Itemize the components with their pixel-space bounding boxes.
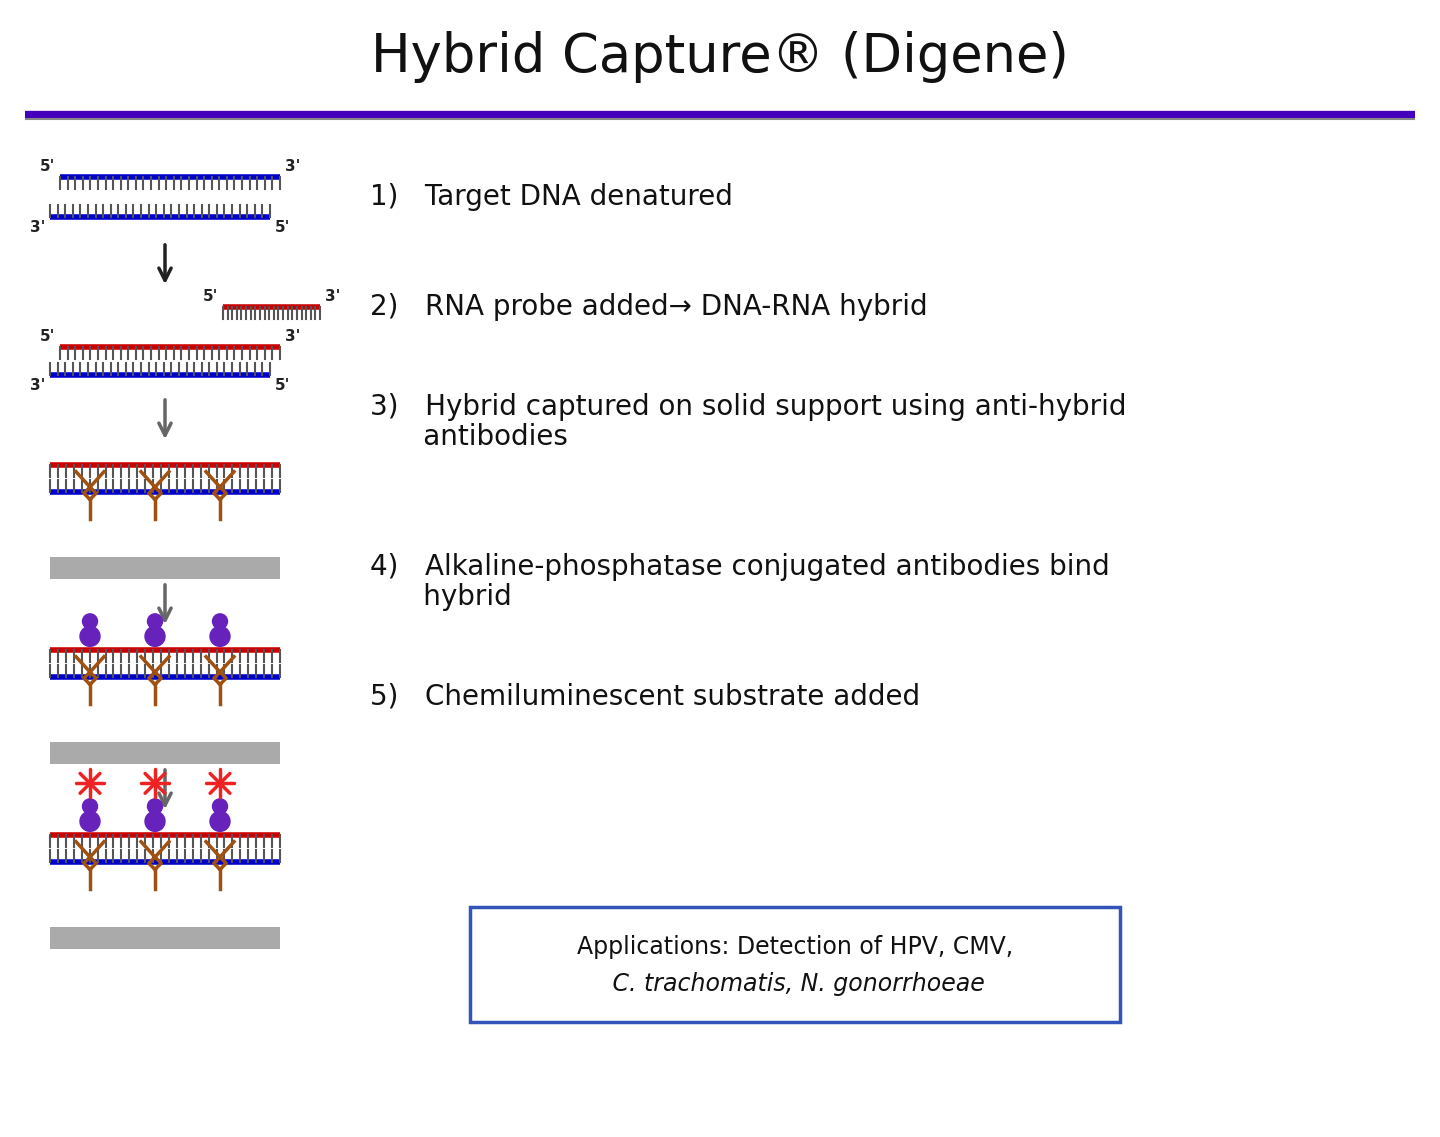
Text: 3': 3' [30,377,45,393]
Text: hybrid: hybrid [370,583,511,611]
Text: 5': 5' [203,289,217,304]
Circle shape [210,626,230,646]
Text: Applications: Detection of HPV, CMV,: Applications: Detection of HPV, CMV, [577,935,1014,958]
Circle shape [145,626,166,646]
Text: 5': 5' [40,159,55,174]
Bar [50,742,279,764]
Text: 2)   RNA probe added→ DNA-RNA hybrid: 2) RNA probe added→ DNA-RNA hybrid [370,293,927,321]
Text: 5': 5' [275,219,291,235]
Bar [469,907,1120,1022]
Text: 3': 3' [325,289,340,304]
Circle shape [210,812,230,831]
Bar [50,557,279,579]
Circle shape [213,799,228,814]
Text: 5)   Chemiluminescent substrate added: 5) Chemiluminescent substrate added [370,683,920,711]
Circle shape [82,799,98,814]
Circle shape [147,799,163,814]
Bar [50,927,279,949]
Circle shape [81,626,99,646]
Circle shape [81,812,99,831]
Text: 3': 3' [30,219,45,235]
Text: 4)   Alkaline-phosphatase conjugated antibodies bind: 4) Alkaline-phosphatase conjugated antib… [370,553,1110,581]
Circle shape [213,614,228,629]
Text: antibodies: antibodies [370,423,567,451]
Circle shape [145,812,166,831]
Text: 3': 3' [285,329,301,345]
Text: 3)   Hybrid captured on solid support using anti-hybrid: 3) Hybrid captured on solid support usin… [370,393,1126,421]
Text: C. trachomatis, N. gonorrhoeae: C. trachomatis, N. gonorrhoeae [605,972,985,996]
Text: 5': 5' [275,377,291,393]
Circle shape [147,614,163,629]
Text: 5': 5' [40,329,55,345]
Text: 3': 3' [285,159,301,174]
Circle shape [82,614,98,629]
Text: 1)   Target DNA denatured: 1) Target DNA denatured [370,183,733,211]
Text: Hybrid Capture® (Digene): Hybrid Capture® (Digene) [372,31,1068,83]
